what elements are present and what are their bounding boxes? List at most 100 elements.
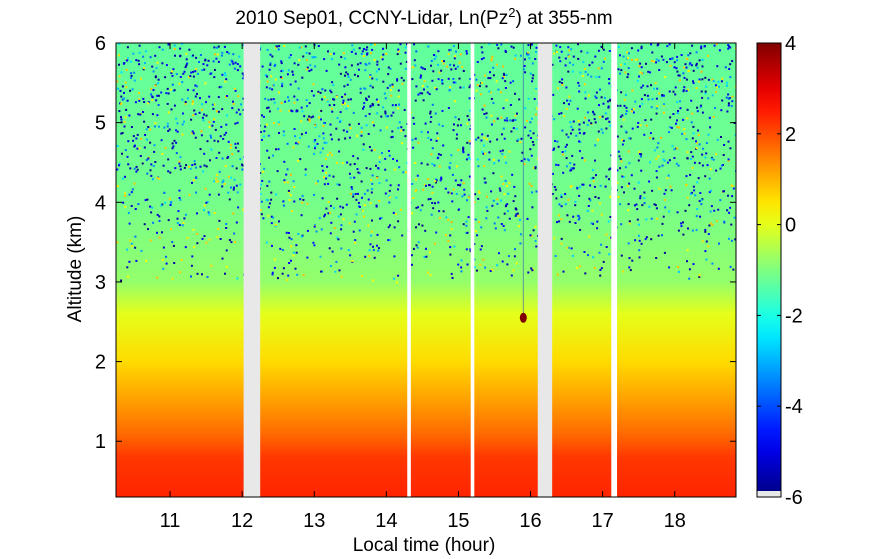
- noise-speckle: [420, 130, 423, 133]
- noise-speckle: [598, 116, 601, 119]
- noise-speckle: [697, 80, 700, 83]
- noise-speckle: [357, 68, 360, 71]
- noise-speckle: [286, 279, 289, 281]
- noise-speckle: [232, 188, 235, 191]
- noise-speckle: [191, 181, 193, 184]
- noise-speckle: [677, 74, 680, 77]
- noise-speckle: [384, 157, 387, 160]
- noise-speckle: [621, 175, 624, 178]
- noise-speckle: [196, 212, 198, 215]
- noise-speckle: [129, 167, 132, 170]
- noise-speckle: [450, 221, 453, 224]
- noise-speckle: [656, 87, 659, 90]
- colorbar-tick-label: 2: [785, 124, 796, 146]
- noise-speckle: [163, 191, 166, 194]
- noise-speckle: [682, 118, 685, 121]
- noise-speckle: [631, 259, 634, 262]
- noise-speckle: [290, 109, 293, 112]
- noise-speckle: [592, 180, 595, 183]
- noise-speckle: [668, 159, 671, 162]
- noise-speckle: [483, 177, 486, 180]
- noise-speckle: [375, 70, 378, 73]
- noise-speckle: [661, 95, 664, 98]
- noise-speckle: [267, 134, 270, 137]
- noise-speckle: [478, 190, 480, 193]
- noise-speckle: [600, 128, 603, 131]
- noise-speckle: [564, 145, 567, 148]
- noise-speckle: [553, 237, 556, 240]
- noise-speckle: [572, 63, 575, 66]
- noise-speckle: [171, 70, 173, 73]
- noise-speckle: [503, 212, 506, 215]
- noise-speckle: [604, 185, 607, 188]
- noise-speckle: [347, 75, 350, 78]
- noise-speckle: [429, 112, 432, 115]
- noise-speckle: [663, 111, 665, 114]
- noise-speckle: [502, 76, 505, 78]
- noise-speckle: [430, 64, 432, 67]
- noise-speckle: [128, 193, 131, 196]
- noise-speckle: [120, 132, 123, 135]
- noise-speckle: [536, 138, 539, 141]
- noise-speckle: [580, 50, 583, 53]
- noise-speckle: [495, 63, 498, 66]
- noise-speckle: [655, 257, 658, 259]
- noise-speckle: [704, 250, 707, 253]
- noise-speckle: [123, 91, 125, 94]
- noise-speckle: [675, 67, 678, 70]
- noise-speckle: [171, 147, 174, 150]
- noise-speckle: [185, 58, 188, 61]
- noise-speckle: [594, 144, 597, 147]
- noise-speckle: [282, 69, 284, 72]
- noise-speckle: [298, 59, 301, 62]
- noise-speckle: [430, 153, 433, 156]
- noise-speckle: [331, 154, 333, 157]
- noise-speckle: [329, 232, 332, 235]
- noise-speckle: [266, 107, 269, 110]
- noise-speckle: [301, 110, 304, 113]
- noise-speckle: [414, 190, 417, 193]
- noise-speckle: [637, 121, 640, 124]
- noise-speckle: [469, 248, 472, 251]
- noise-speckle: [519, 233, 522, 236]
- noise-speckle: [481, 81, 484, 84]
- noise-speckle: [402, 129, 405, 132]
- noise-speckle: [404, 46, 407, 49]
- noise-speckle: [560, 205, 563, 208]
- noise-speckle: [287, 191, 290, 194]
- noise-speckle: [572, 167, 575, 170]
- noise-speckle: [595, 76, 598, 78]
- noise-speckle: [608, 178, 610, 181]
- noise-speckle: [363, 102, 366, 105]
- noise-speckle: [236, 277, 239, 280]
- noise-speckle: [424, 229, 427, 232]
- noise-speckle: [700, 203, 703, 206]
- noise-speckle: [332, 98, 335, 101]
- noise-speckle: [154, 54, 157, 57]
- noise-speckle: [401, 234, 404, 237]
- noise-speckle: [289, 173, 292, 176]
- noise-speckle: [267, 106, 270, 109]
- noise-speckle: [462, 182, 465, 185]
- noise-speckle: [268, 180, 271, 183]
- noise-speckle: [308, 102, 311, 105]
- noise-speckle: [124, 192, 126, 195]
- noise-speckle: [568, 220, 571, 223]
- noise-speckle: [339, 213, 342, 216]
- noise-speckle: [188, 193, 191, 196]
- noise-speckle: [685, 89, 688, 92]
- noise-speckle: [638, 151, 641, 153]
- noise-speckle: [627, 57, 629, 60]
- noise-speckle: [631, 127, 634, 130]
- noise-speckle: [442, 62, 445, 65]
- noise-speckle: [567, 246, 570, 249]
- noise-speckle: [215, 180, 218, 183]
- noise-speckle: [329, 123, 332, 126]
- noise-speckle: [186, 88, 189, 91]
- noise-speckle: [658, 165, 661, 168]
- noise-speckle: [676, 70, 679, 73]
- noise-speckle: [361, 209, 364, 212]
- noise-speckle: [424, 68, 426, 71]
- noise-speckle: [427, 136, 430, 139]
- noise-speckle: [213, 69, 216, 71]
